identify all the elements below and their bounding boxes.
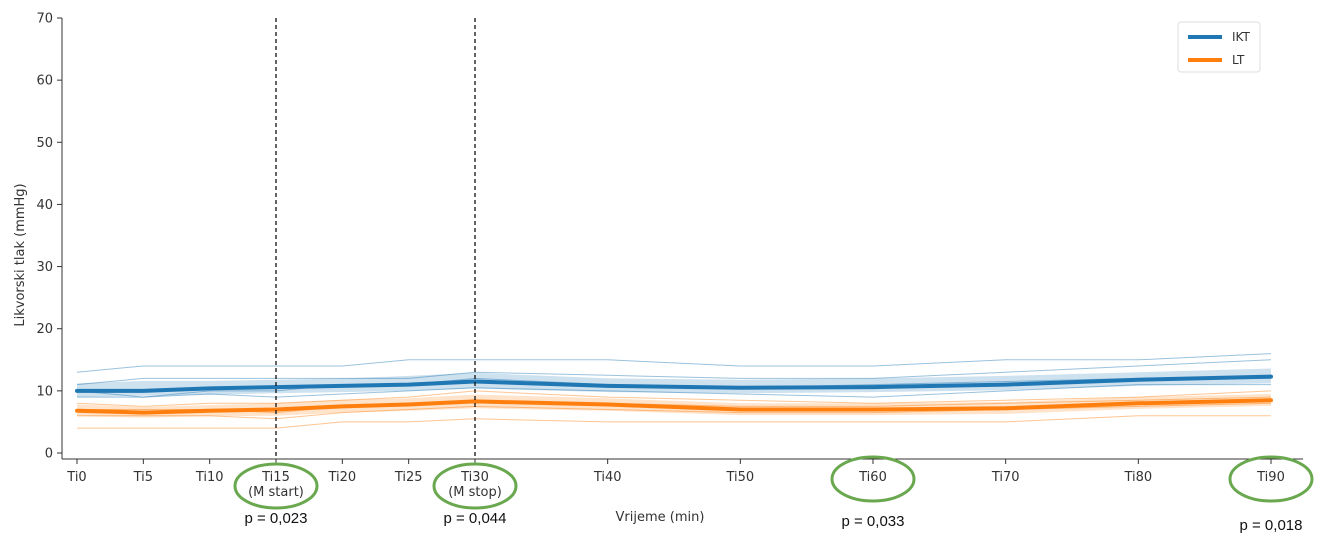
individual-curve-ikt xyxy=(77,384,1271,398)
x-tick-label: Ti50 xyxy=(725,470,754,485)
y-ticks: 0 10 20 30 40 50 60 70 xyxy=(36,12,62,462)
y-tick-label: 0 xyxy=(45,447,53,462)
highlight-circle xyxy=(830,455,916,503)
x-tick-label: Ti30 xyxy=(460,470,489,485)
y-tick-label: 60 xyxy=(36,74,53,89)
y-tick-label: 20 xyxy=(36,322,53,337)
y-axis-label: Likvorski tlak (mmHg) xyxy=(13,183,28,326)
axes xyxy=(61,18,1303,460)
x-tick-label: Ti40 xyxy=(593,470,622,485)
p-value-annotations: p = 0,023 p = 0,044 p = 0,033 p = 0,018 xyxy=(245,510,1303,533)
x-tick-label: Ti20 xyxy=(327,470,356,485)
y-tick-label: 30 xyxy=(36,260,53,275)
p-value-label: p = 0,018 xyxy=(1240,517,1303,533)
legend: IKT LT xyxy=(1177,21,1261,73)
y-tick-label: 50 xyxy=(36,136,53,151)
x-tick-sublabel: (M stop) xyxy=(448,485,502,500)
highlight-circle xyxy=(233,462,319,510)
band-ikt xyxy=(77,368,1271,398)
p-value-label: p = 0,033 xyxy=(842,513,905,530)
x-tick-label: Ti10 xyxy=(195,470,224,485)
x-tick-label: Ti5 xyxy=(133,470,153,485)
x-tick-label: Ti60 xyxy=(858,470,887,485)
x-tick-sublabel: (M start) xyxy=(248,485,304,500)
x-tick-label: Ti25 xyxy=(394,470,423,485)
highlight-circle xyxy=(432,462,518,510)
highlight-circle xyxy=(1228,455,1314,503)
event-lines xyxy=(275,18,476,459)
x-axis-label: Vrijeme (min) xyxy=(616,510,705,525)
x-tick-label: Ti15 xyxy=(261,470,290,485)
individual-curve-ikt xyxy=(76,359,1272,386)
legend-label-ikt: IKT xyxy=(1232,30,1250,44)
legend-label-lt: LT xyxy=(1232,53,1245,67)
p-value-label: p = 0,044 xyxy=(444,510,507,527)
mean-lines xyxy=(75,374,1273,415)
y-tick-label: 10 xyxy=(36,384,53,399)
y-tick-label: 70 xyxy=(36,12,53,27)
individual-curve-ikt xyxy=(76,353,1272,373)
mean-line-lt xyxy=(75,398,1273,415)
x-tick-label: Ti0 xyxy=(66,470,86,485)
p-value-label: p = 0,023 xyxy=(245,510,308,527)
x-tick-label: Ti90 xyxy=(1256,470,1285,485)
x-tick-label: Ti80 xyxy=(1123,470,1152,485)
y-tick-label: 40 xyxy=(36,198,53,213)
highlight-circles xyxy=(233,455,1314,510)
x-ticks: Ti0 Ti5 Ti10 Ti15(M start) Ti20 Ti25 Ti30(M st… xyxy=(66,459,1285,500)
mean-line-ikt xyxy=(75,374,1273,393)
x-tick-label: Ti70 xyxy=(991,470,1020,485)
